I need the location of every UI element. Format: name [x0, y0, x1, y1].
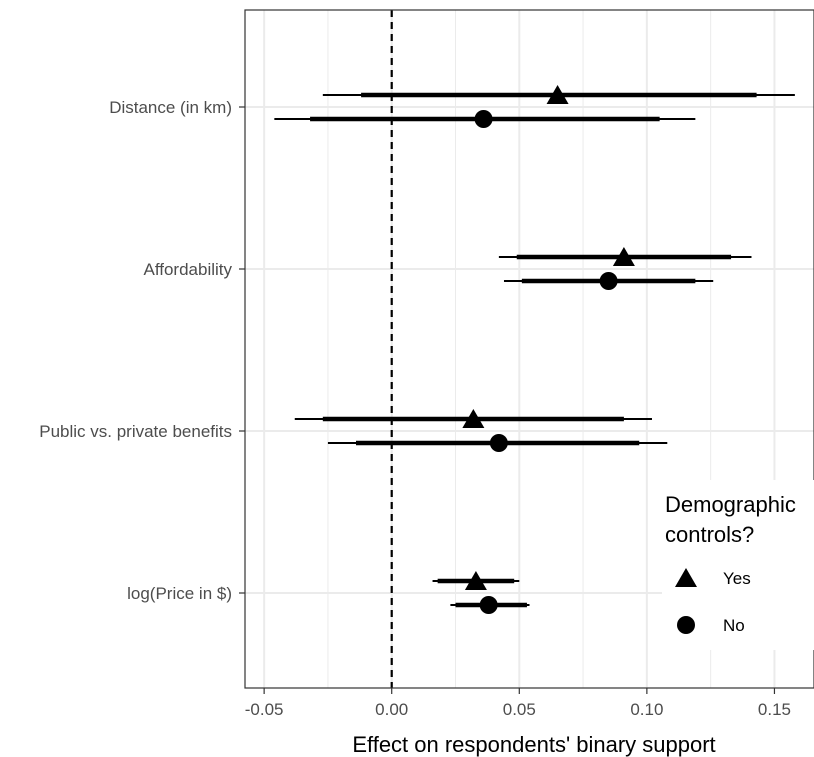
point-circle — [474, 110, 493, 128]
x-axis-title: Effect on respondents' binary support — [352, 732, 715, 757]
y-tick-label: Affordability — [143, 260, 232, 279]
y-tick-label: Distance (in km) — [109, 98, 232, 117]
point-circle — [479, 596, 498, 614]
legend-title: controls? — [665, 522, 754, 547]
point-triangle — [464, 571, 487, 590]
x-tick-label: 0.05 — [503, 700, 536, 719]
legend-key-circle — [677, 616, 695, 634]
x-tick-label: 0.00 — [375, 700, 408, 719]
x-tick-label: 0.10 — [630, 700, 663, 719]
x-tick-label: 0.15 — [758, 700, 791, 719]
axes: Distance (in km) Affordability Public vs. … — [39, 98, 791, 719]
point-circle — [599, 272, 618, 290]
point-triangle — [612, 247, 635, 266]
point-triangle — [462, 409, 485, 428]
point-circle — [489, 434, 508, 452]
legend-label: Yes — [723, 569, 751, 588]
data-marks — [274, 85, 795, 614]
panel-border — [244, 9, 814, 689]
legend-key-triangle — [675, 568, 697, 587]
y-tick-label: Public vs. private benefits — [39, 422, 232, 441]
point-triangle — [546, 85, 569, 104]
legend: Demographic controls? Yes No — [662, 480, 814, 650]
x-tick-label: -0.05 — [245, 700, 284, 719]
legend-title: Demographic — [665, 492, 796, 517]
y-tick-label: log(Price in $) — [127, 584, 232, 603]
legend-label: No — [723, 616, 745, 635]
